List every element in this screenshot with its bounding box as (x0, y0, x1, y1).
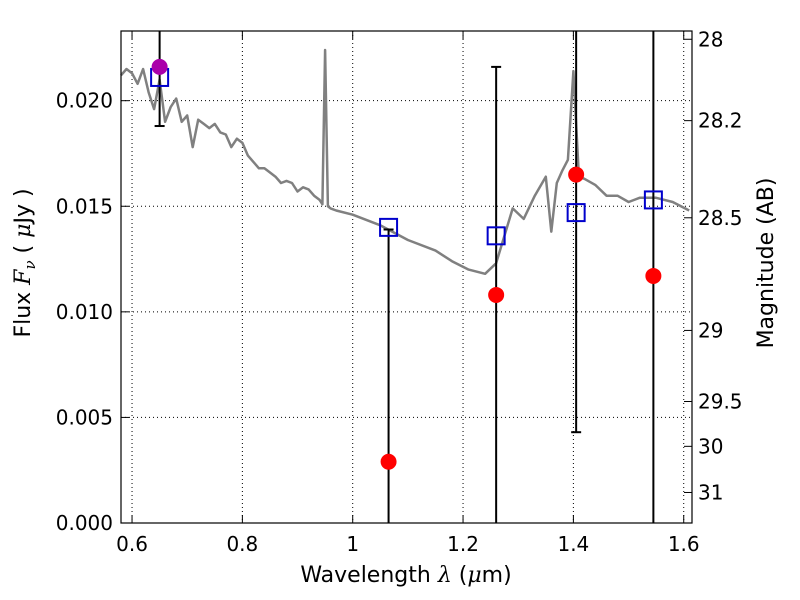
grid-lines (121, 31, 692, 523)
observed-point (645, 267, 662, 284)
x-tick-label: 1.4 (557, 532, 589, 556)
y-tick-label: 0.000 (56, 511, 113, 535)
model-photometry-square (643, 190, 663, 210)
x-tick-label: 1.2 (447, 532, 479, 556)
y-tick-label: 0.005 (56, 405, 113, 429)
observed-point (380, 453, 397, 470)
y-axis-label: Flux Fν ( μJy ) (11, 188, 39, 337)
mag-tick-label: 29.5 (698, 389, 743, 413)
spectrum-line (120, 48, 690, 276)
error-bars (154, 31, 655, 523)
mag-tick-label: 28 (698, 27, 723, 51)
mag-tick-label: 31 (698, 480, 723, 504)
model-photometry-square (566, 203, 586, 223)
mag-tick-label: 28.2 (698, 109, 743, 133)
y-tick-label: 0.020 (56, 89, 113, 113)
y-axis-label-right: Magnitude (AB) (754, 178, 779, 349)
mag-tick-label: 30 (698, 434, 723, 458)
observed-point (151, 58, 168, 75)
axis-ticks: 0.6 0.8 1 1.2 1.4 1.6 0.000 0.005 0.010 0.015 0.02… (56, 27, 743, 556)
model-photometry-square (486, 226, 506, 246)
x-tick-label: 1.6 (668, 532, 700, 556)
observed-point (488, 286, 505, 303)
model-spectrum (120, 48, 690, 276)
mag-tick-label: 28.5 (698, 206, 743, 230)
x-tick-label: 0.8 (226, 532, 258, 556)
y-tick-label: 0.010 (56, 300, 113, 324)
x-axis-label: Wavelength λ (μm) (300, 563, 511, 588)
x-tick-label: 1 (346, 532, 359, 556)
model-photometry-squares (150, 67, 663, 246)
plot-frame (120, 30, 693, 524)
model-photometry-square (379, 217, 399, 237)
y-tick-label: 0.015 (56, 194, 113, 218)
observed-point (568, 166, 585, 183)
observed-points (151, 58, 662, 470)
mag-tick-label: 29 (698, 318, 723, 342)
x-tick-label: 0.6 (116, 532, 148, 556)
